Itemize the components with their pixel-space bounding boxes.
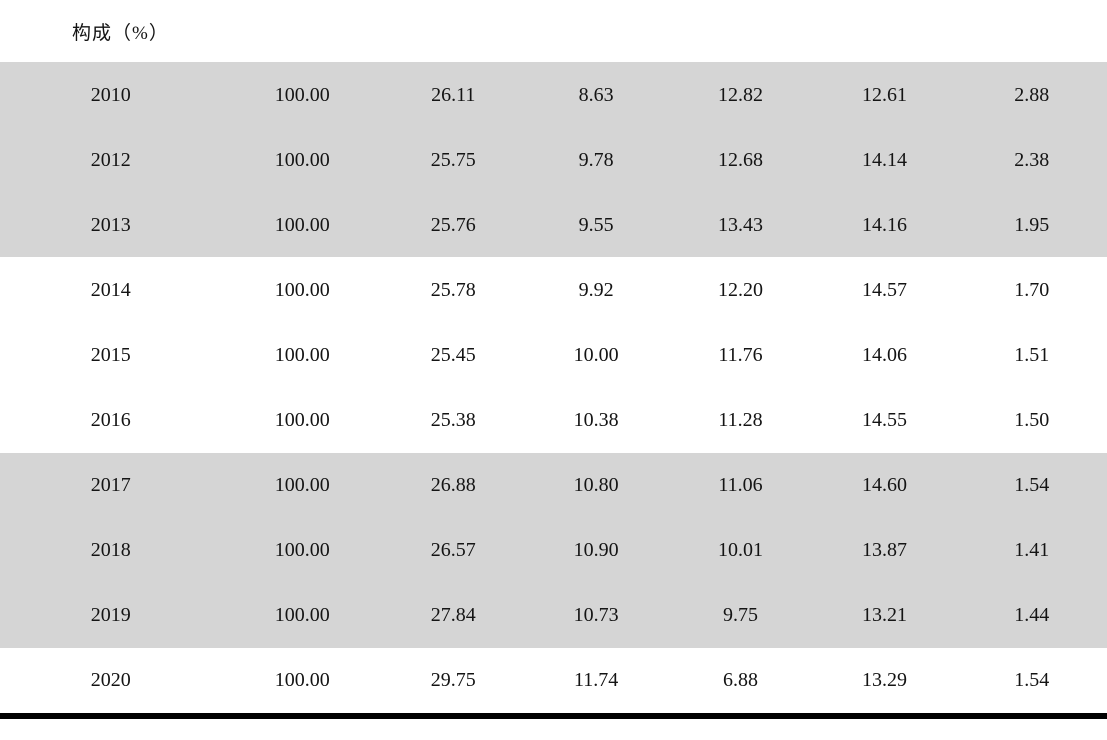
value-cell: 13.29: [861, 669, 907, 692]
composition-table: 2010 100.00 26.11 8.63 12.82 12.61 2.88 2012 100…: [0, 62, 1107, 713]
year-cell: 2014: [90, 278, 131, 301]
value-cell: 2.38: [1014, 148, 1050, 171]
value-cell: 14.55: [861, 409, 907, 432]
value-cell: 100.00: [274, 83, 330, 106]
value-cell: 13.87: [861, 539, 907, 562]
value-cell: 6.88: [723, 669, 759, 692]
value-cell: 1.54: [1014, 474, 1050, 497]
value-cell: 12.82: [718, 83, 764, 106]
value-cell: 26.11: [431, 83, 476, 106]
value-cell: 10.01: [718, 539, 764, 562]
table-row: 2017 100.00 26.88 10.80 11.06 14.60 1.54: [0, 452, 1107, 518]
value-cell: 13.21: [861, 604, 907, 627]
value-cell: 25.76: [430, 213, 476, 236]
value-cell: 26.57: [430, 539, 476, 562]
value-cell: 14.14: [861, 148, 907, 171]
value-cell: 100.00: [274, 409, 330, 432]
value-cell: 10.00: [573, 343, 619, 366]
value-cell: 10.38: [573, 409, 619, 432]
table-unit-label: 构成（%）: [72, 22, 169, 44]
value-cell: 100.00: [274, 669, 330, 692]
table-row: 2018 100.00 26.57 10.90 10.01 13.87 1.41: [0, 517, 1107, 583]
value-cell: 11.76: [718, 343, 763, 366]
value-cell: 100.00: [274, 278, 330, 301]
year-cell: 2019: [90, 604, 131, 627]
caption-row: 构成（%）: [0, 0, 1107, 62]
table-row: 2020 100.00 29.75 11.74 6.88 13.29 1.54: [0, 647, 1107, 713]
table-bottom-rule: [0, 712, 1107, 719]
value-cell: 1.54: [1014, 669, 1050, 692]
table-row: 2013 100.00 25.76 9.55 13.43 14.16 1.95: [0, 192, 1107, 258]
value-cell: 11.28: [718, 409, 763, 432]
table-row: 2014 100.00 25.78 9.92 12.20 14.57 1.70: [0, 257, 1107, 323]
value-cell: 13.43: [718, 213, 764, 236]
table-row: 2012 100.00 25.75 9.78 12.68 14.14 2.38: [0, 127, 1107, 193]
value-cell: 25.75: [430, 148, 476, 171]
value-cell: 8.63: [578, 83, 614, 106]
year-cell: 2015: [90, 343, 131, 366]
year-cell: 2016: [90, 409, 131, 432]
year-cell: 2020: [90, 669, 131, 692]
value-cell: 11.74: [573, 669, 619, 692]
value-cell: 14.16: [861, 213, 907, 236]
table-body: 2010 100.00 26.11 8.63 12.82 12.61 2.88 2012 100…: [0, 62, 1107, 713]
value-cell: 2.88: [1014, 83, 1050, 106]
value-cell: 1.95: [1014, 213, 1050, 236]
value-cell: 100.00: [274, 148, 330, 171]
table-row: 2015 100.00 25.45 10.00 11.76 14.06 1.51: [0, 322, 1107, 388]
value-cell: 1.70: [1014, 278, 1050, 301]
value-cell: 10.80: [573, 474, 619, 497]
value-cell: 100.00: [274, 474, 330, 497]
year-cell: 2010: [90, 83, 131, 106]
year-cell: 2017: [90, 474, 131, 497]
value-cell: 100.00: [274, 604, 330, 627]
value-cell: 29.75: [430, 669, 476, 692]
value-cell: 27.84: [430, 604, 476, 627]
value-cell: 12.61: [861, 83, 907, 106]
value-cell: 1.51: [1014, 343, 1050, 366]
value-cell: 100.00: [274, 213, 330, 236]
value-cell: 9.78: [578, 148, 614, 171]
value-cell: 9.55: [578, 213, 614, 236]
value-cell: 14.57: [861, 278, 907, 301]
table-row: 2016 100.00 25.38 10.38 11.28 14.55 1.50: [0, 387, 1107, 453]
year-cell: 2012: [90, 148, 131, 171]
year-cell: 2013: [90, 213, 131, 236]
table-row: 2010 100.00 26.11 8.63 12.82 12.61 2.88: [0, 62, 1107, 128]
value-cell: 100.00: [274, 539, 330, 562]
value-cell: 25.45: [430, 343, 476, 366]
value-cell: 14.06: [861, 343, 907, 366]
value-cell: 26.88: [430, 474, 476, 497]
value-cell: 9.92: [578, 278, 614, 301]
value-cell: 10.90: [573, 539, 619, 562]
value-cell: 1.41: [1014, 539, 1050, 562]
value-cell: 11.06: [718, 474, 763, 497]
value-cell: 10.73: [573, 604, 619, 627]
value-cell: 25.38: [430, 409, 476, 432]
value-cell: 100.00: [274, 343, 330, 366]
value-cell: 14.60: [861, 474, 907, 497]
value-cell: 1.44: [1014, 604, 1050, 627]
value-cell: 12.20: [718, 278, 764, 301]
year-cell: 2018: [90, 539, 131, 562]
value-cell: 9.75: [723, 604, 759, 627]
value-cell: 12.68: [718, 148, 764, 171]
value-cell: 1.50: [1014, 409, 1050, 432]
table-row: 2019 100.00 27.84 10.73 9.75 13.21 1.44: [0, 582, 1107, 648]
value-cell: 25.78: [430, 278, 476, 301]
